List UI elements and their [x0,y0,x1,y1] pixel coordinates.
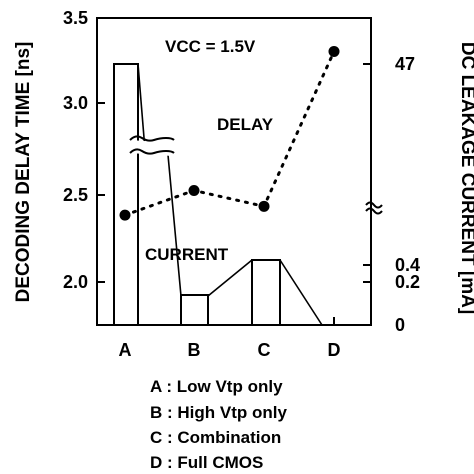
right-axis-title: DC LEAKAGE CURRENT [mA] [457,42,474,314]
right-tick-label: 47 [395,54,415,74]
bar-axis-break [129,135,175,156]
delay-series [119,45,340,221]
vcc-annotation: VCC = 1.5V [165,37,256,56]
delay-point-d [328,45,340,57]
legend-item: B : High Vtp only [150,403,287,422]
x-tick-label: C [258,340,271,360]
delay-point-c [258,200,270,212]
right-axis-break [365,201,383,209]
left-tick-label: 3.5 [63,8,88,28]
delay-point-b [188,184,200,196]
left-axis: 3.5 3.0 2.5 2.0 [63,8,105,292]
delay-label: DELAY [217,115,274,134]
legend-item: D : Full CMOS [150,453,263,472]
legend: A : Low Vtp only B : High Vtp only C : C… [150,377,287,472]
current-bar-b [180,294,209,326]
left-tick-label: 3.0 [63,93,88,113]
current-series [113,63,323,326]
legend-item: A : Low Vtp only [150,377,283,396]
right-tick-label: 0 [395,315,405,335]
delay-line [123,49,336,217]
x-axis: A B C D [119,317,341,360]
current-bar-a [113,63,139,326]
current-bar-c [251,259,281,326]
x-tick-label: B [188,340,201,360]
left-tick-label: 2.0 [63,272,88,292]
legend-item: C : Combination [150,428,281,447]
x-tick-label: D [328,340,341,360]
right-tick-label: 0.2 [395,272,420,292]
current-label: CURRENT [145,245,229,264]
x-tick-label: A [119,340,132,360]
right-tick-label: 0.4 [395,255,420,275]
right-axis: 47 0.4 0.2 0 [363,54,420,335]
left-tick-label: 2.5 [63,185,88,205]
delay-point-a [119,209,131,221]
left-axis-title: DECODING DELAY TIME [ns] [13,42,34,303]
plot-frame [96,17,372,326]
